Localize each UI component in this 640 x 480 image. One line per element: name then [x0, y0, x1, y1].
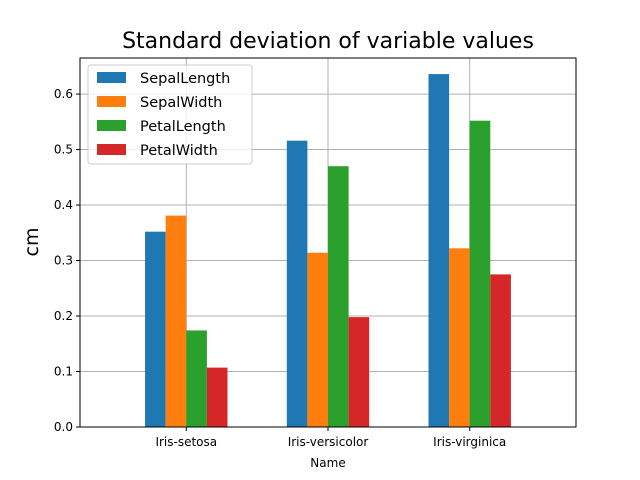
y-tick-label: 0.1	[54, 365, 73, 379]
bar-petalwidth-iris-virginica	[490, 274, 511, 427]
bar-sepallength-iris-setosa	[145, 231, 166, 427]
legend-label: SepalWidth	[140, 95, 222, 111]
legend-label: PetalLength	[140, 119, 226, 135]
legend-swatch	[97, 120, 126, 131]
y-tick-label: 0.6	[54, 87, 73, 101]
bar-sepalwidth-iris-setosa	[165, 215, 187, 427]
bar-sepalwidth-iris-virginica	[449, 248, 470, 427]
legend-label: PetalWidth	[140, 143, 218, 159]
legend: SepalLength SepalWidth PetalLength PetalWid…	[87, 64, 253, 165]
bar-petalwidth-iris-setosa	[206, 367, 228, 427]
y-tick-label: 0.0	[54, 420, 73, 434]
y-tick-label: 0.3	[54, 254, 73, 268]
x-axis-ticks: Iris-setosa Iris-versicolor Iris-virginica	[155, 427, 506, 449]
y-tick-label: 0.5	[54, 143, 73, 157]
x-tick-label: Iris-setosa	[155, 435, 217, 449]
legend-swatch	[97, 72, 126, 83]
legend-box	[87, 64, 253, 165]
bar-petallength-iris-virginica	[469, 120, 491, 427]
y-axis-ticks: 0.0 0.1 0.2 0.3 0.4 0.5 0.6	[54, 87, 80, 434]
y-axis-label: cm	[21, 228, 43, 257]
bar-petalwidth-iris-versicolor	[348, 317, 370, 427]
bar-petallength-iris-versicolor	[328, 166, 349, 427]
bar-sepalwidth-iris-versicolor	[307, 252, 328, 427]
legend-swatch	[97, 96, 126, 107]
y-tick-label: 0.2	[54, 309, 73, 323]
x-axis-label: Name	[310, 456, 345, 470]
bar-sepallength-iris-versicolor	[286, 140, 308, 427]
x-tick-label: Iris-virginica	[433, 435, 506, 449]
legend-swatch	[97, 144, 126, 155]
bars	[145, 74, 511, 427]
legend-label: SepalLength	[140, 71, 230, 87]
chart-title: Standard deviation of variable values	[122, 29, 534, 54]
y-tick-label: 0.4	[54, 198, 73, 212]
x-tick-label: Iris-versicolor	[288, 435, 369, 449]
bar-sepallength-iris-virginica	[428, 74, 450, 427]
bar-petallength-iris-setosa	[186, 330, 207, 427]
